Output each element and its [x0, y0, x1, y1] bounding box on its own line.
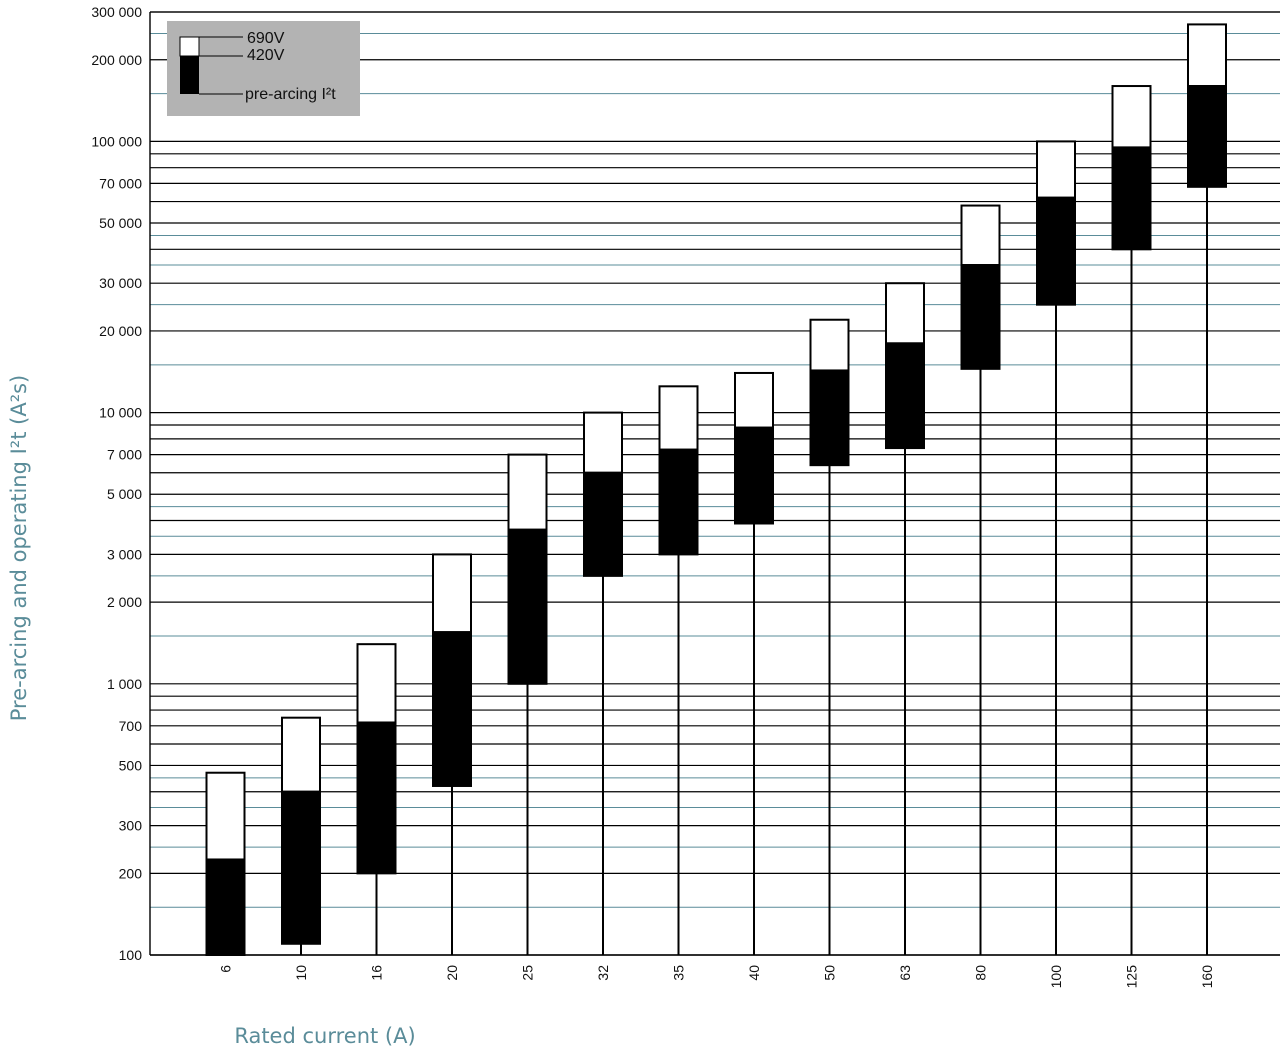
- y-tick-label: 300: [119, 818, 143, 834]
- bar-420v-segment: [960, 264, 1001, 370]
- x-tick-label: 100: [1048, 965, 1064, 989]
- y-tick-label: 7 000: [107, 447, 142, 463]
- gridlines: [149, 11, 1280, 956]
- bar-690v-segment: [356, 643, 397, 724]
- bar-420v-segment: [356, 721, 397, 875]
- bar-690v-segment: [1036, 140, 1076, 199]
- x-tick-label: 50: [822, 965, 838, 981]
- y-tick-label: 100: [119, 947, 143, 963]
- bars: [205, 23, 1227, 956]
- y-tick-label: 10 000: [99, 405, 142, 421]
- x-axis-title: Rated current (A): [234, 1024, 415, 1048]
- y-tick-label: 70 000: [99, 175, 142, 191]
- x-tick-labels: 6 10 16 20 25 32 35 40 50 63 80 100 125 160: [218, 965, 1216, 989]
- bar-420v-segment: [507, 528, 548, 685]
- legend: 690V 420V pre-arcing I²t: [167, 21, 360, 116]
- bar-420v-segment: [281, 790, 321, 945]
- legend-swatch-420v: [180, 56, 199, 94]
- bar-690v-segment: [809, 318, 850, 372]
- bar-420v-segment: [583, 471, 623, 577]
- y-tick-label: 300 000: [91, 4, 142, 20]
- bar-690v-segment: [507, 453, 548, 531]
- x-tick-label: 6: [218, 965, 234, 973]
- legend-label-prearcing: pre-arcing I²t: [245, 86, 336, 103]
- bar-690v-segment: [1187, 23, 1227, 88]
- bar-420v-segment: [809, 369, 850, 467]
- x-tick-label: 25: [520, 965, 536, 981]
- bar-690v-segment: [960, 204, 1001, 267]
- y-tick-label: 2 000: [107, 594, 142, 610]
- bar-690v-segment: [1111, 85, 1152, 149]
- x-tick-label: 63: [897, 965, 913, 981]
- x-tick-label: 16: [369, 965, 385, 981]
- bar-690v-segment: [432, 553, 472, 634]
- y-tick-label: 200: [119, 865, 143, 881]
- x-tick-label: 125: [1124, 965, 1140, 989]
- y-tick-label: 20 000: [99, 323, 142, 339]
- x-tick-label: 80: [973, 965, 989, 981]
- bar-420v-segment: [432, 631, 472, 787]
- x-tick-label: 20: [444, 965, 460, 981]
- legend-swatch-690v: [179, 36, 200, 57]
- bar-420v-segment: [1187, 85, 1227, 188]
- bar-690v-segment: [583, 411, 623, 474]
- bar-420v-segment: [734, 426, 774, 525]
- legend-label-420v: 420V: [247, 47, 285, 64]
- y-axis-title: Pre-arcing and operating I²t (A²s): [7, 375, 31, 722]
- bar-690v-segment: [658, 385, 699, 451]
- y-tick-label: 100 000: [91, 133, 142, 149]
- bar-420v-segment: [1111, 146, 1152, 251]
- y-tick-label: 30 000: [99, 275, 142, 291]
- y-tick-label: 200 000: [91, 52, 142, 68]
- bar-690v-segment: [734, 371, 774, 429]
- bar-420v-segment: [1036, 196, 1076, 306]
- y-tick-label: 1 000: [107, 676, 142, 692]
- x-tick-label: 10: [293, 965, 309, 981]
- bar-690v-segment: [885, 282, 925, 345]
- y-tick-labels: 300 000 200 000 100 000 70 000 50 000 30 000 2…: [91, 4, 142, 963]
- x-tick-label: 40: [746, 965, 762, 981]
- y-tick-label: 500: [119, 757, 143, 773]
- legend-label-690v: 690V: [247, 30, 285, 47]
- y-tick-label: 3 000: [107, 546, 142, 562]
- bar-690v-segment: [281, 716, 321, 793]
- y-tick-label: 50 000: [99, 215, 142, 231]
- x-tick-label: 160: [1199, 965, 1215, 989]
- bar-690v-segment: [205, 771, 246, 861]
- x-tick-label: 32: [595, 965, 611, 981]
- bar-420v-segment: [205, 858, 246, 956]
- y-tick-label: 5 000: [107, 486, 142, 502]
- y-tick-label: 700: [119, 718, 143, 734]
- bar-420v-segment: [658, 448, 699, 556]
- bar-420v-segment: [885, 342, 925, 450]
- x-tick-label: 35: [671, 965, 687, 981]
